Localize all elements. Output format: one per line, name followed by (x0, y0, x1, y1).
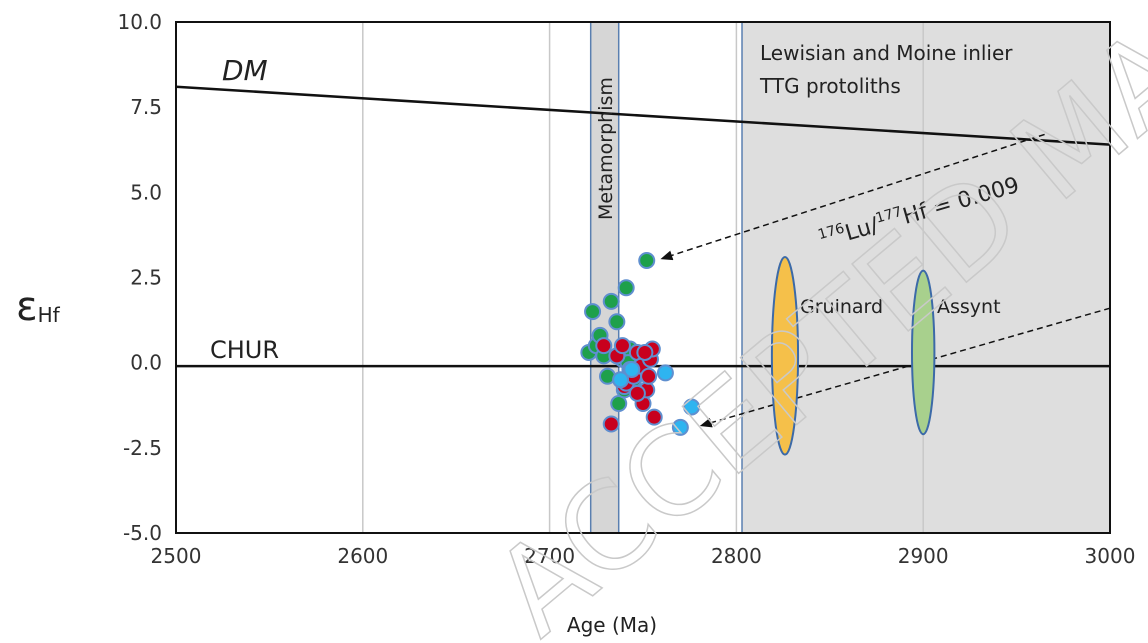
x-tick-3000: 3000 (1085, 544, 1136, 568)
data-point-s1-12 (640, 367, 658, 385)
dm-line (175, 85, 1111, 146)
data-point-s2-1 (671, 418, 689, 436)
x-axis-label: Age (Ma) (567, 613, 657, 637)
metamorphism-region (590, 22, 619, 533)
y-tick-4: 5.0 (130, 180, 162, 204)
ellipse-assynt (910, 269, 936, 436)
lu-hf-sup-177: 177 (874, 204, 904, 227)
data-point-s1-3 (613, 337, 631, 355)
data-point-s2-3 (623, 360, 641, 378)
assynt-label: Assynt (937, 296, 1001, 318)
x-tick-2900: 2900 (898, 544, 949, 568)
data-point-s1-17 (636, 343, 654, 361)
ellipse-group (770, 256, 936, 456)
x-tick-2500: 2500 (151, 544, 202, 568)
y-tick-0: -5.0 (123, 521, 162, 545)
data-point-s0-7 (608, 313, 626, 331)
data-point-s2-4 (612, 371, 630, 389)
data-point-s0-16 (638, 251, 656, 269)
y-tick-labels: -5.0 -2.5 0.0 2.5 5.0 7.5 10.0 (117, 10, 162, 545)
y-tick-6: 10.0 (117, 10, 162, 34)
data-point-s0-1 (584, 303, 602, 321)
metamorphism-label: Metamorphism (595, 77, 617, 220)
dm-label: DM (222, 54, 268, 87)
data-point-s1-1 (602, 415, 620, 433)
y-tick-1: -2.5 (123, 436, 162, 460)
chur-label: CHUR (210, 336, 279, 364)
data-points (580, 251, 701, 436)
data-point-s1-15 (645, 408, 663, 426)
protolith-label-line1: Lewisian and Moine inlier (760, 41, 1013, 65)
plot-frame (175, 21, 1111, 534)
x-tick-2700: 2700 (524, 544, 575, 568)
data-point-s2-0 (656, 364, 674, 382)
x-tick-labels: 2500 2600 2700 2800 2900 3000 (151, 544, 1136, 568)
y-axis-label-sub: Hf (38, 303, 61, 327)
y-axis-label: εHf (16, 284, 61, 330)
y-tick-2: 0.0 (130, 351, 162, 375)
protolith-label-line2: TTG protoliths (759, 74, 901, 98)
ellipse-gruinard (770, 256, 800, 456)
y-tick-5: 7.5 (130, 95, 162, 119)
y-tick-3: 2.5 (130, 266, 162, 290)
lu-hf-evolution-arrow-lower (699, 307, 1111, 428)
x-tick-2800: 2800 (711, 544, 762, 568)
x-tick-2600: 2600 (337, 544, 388, 568)
data-point-s0-6 (602, 292, 620, 310)
data-point-s0-9 (617, 279, 635, 297)
lu-hf-evolution-arrow-upper (660, 133, 1045, 261)
lu-hf-sup-176: 176 (816, 220, 846, 243)
data-point-s1-0 (595, 337, 613, 355)
gruinard-label: Gruinard (800, 296, 883, 318)
data-point-s2-2 (683, 398, 701, 416)
data-point-s1-16 (628, 384, 646, 402)
y-axis-label-epsilon: ε (16, 284, 38, 330)
